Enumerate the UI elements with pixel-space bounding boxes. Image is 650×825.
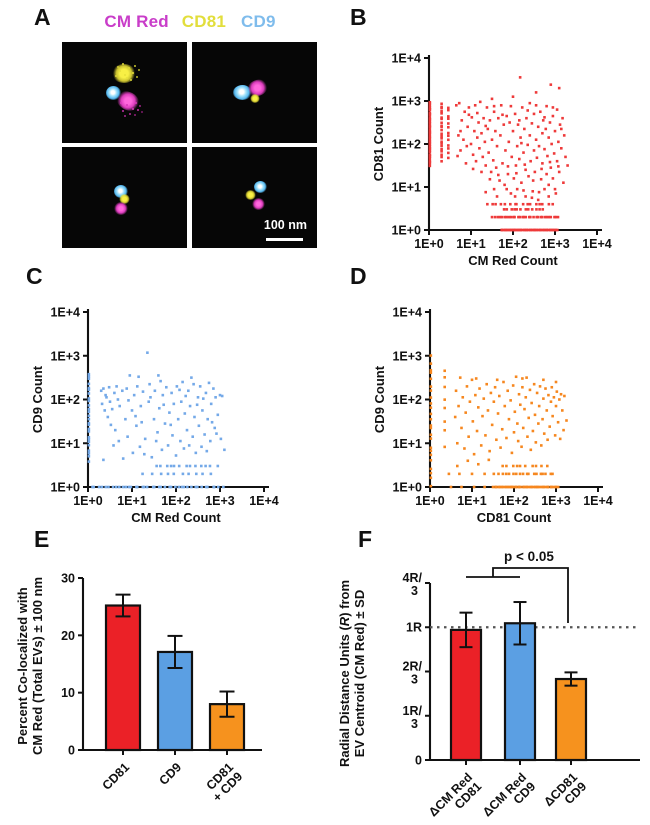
svg-text:1R: 1R bbox=[406, 621, 422, 635]
svg-text:1E+1: 1E+1 bbox=[456, 237, 486, 251]
svg-text:1R/: 1R/ bbox=[403, 704, 423, 718]
svg-text:CD9: CD9 bbox=[157, 760, 185, 788]
cm-red-signal-blob bbox=[252, 198, 265, 210]
svg-text:3: 3 bbox=[411, 672, 418, 686]
svg-text:CD81 Count: CD81 Count bbox=[371, 106, 386, 181]
svg-text:30: 30 bbox=[61, 572, 75, 586]
svg-text:CM Red Count: CM Red Count bbox=[468, 253, 558, 268]
svg-text:ΔCD81CD9: ΔCD81CD9 bbox=[541, 770, 589, 818]
svg-text:1E+4: 1E+4 bbox=[391, 52, 421, 66]
svg-text:1E+0: 1E+0 bbox=[392, 481, 422, 495]
panel-b-letter: B bbox=[350, 4, 367, 30]
svg-text:1E+2: 1E+2 bbox=[391, 138, 421, 152]
panel-e-letter: E bbox=[34, 526, 50, 552]
scatter-cd81-vs-cmred: 1E+01E+0 1E+1 1E+1 1E+2 1E+2 1E+3 1E+3 1E+4 1E+4… bbox=[371, 52, 612, 269]
svg-text:1E+3: 1E+3 bbox=[391, 95, 421, 109]
micrograph-grid: 100 nm bbox=[62, 42, 318, 250]
svg-text:1E+3: 1E+3 bbox=[541, 494, 571, 508]
svg-text:Percent Co-localized withCM Re: Percent Co-localized withCM Red (Total E… bbox=[15, 577, 45, 755]
cd81-speckles bbox=[124, 74, 126, 76]
svg-text:1E+1: 1E+1 bbox=[391, 181, 421, 195]
scalebar-label: 100 nm bbox=[263, 218, 307, 232]
panel-c-letter: C bbox=[26, 263, 43, 289]
cd81-signal-blob bbox=[112, 64, 136, 83]
svg-text:0: 0 bbox=[68, 744, 75, 758]
svg-text:1E+1: 1E+1 bbox=[117, 494, 147, 508]
legend-cd9: CD9 bbox=[241, 12, 276, 31]
svg-text:1E+2: 1E+2 bbox=[161, 494, 191, 508]
svg-text:1E+4: 1E+4 bbox=[249, 494, 279, 508]
svg-text:1E+3: 1E+3 bbox=[205, 494, 235, 508]
svg-text:1E+0: 1E+0 bbox=[414, 237, 444, 251]
svg-text:1E+0: 1E+0 bbox=[73, 494, 103, 508]
svg-text:1E+4: 1E+4 bbox=[50, 306, 80, 320]
scatter-cd9-vs-cmred: 1E+01E+0 1E+1 1E+1 1E+2 1E+2 1E+3 1E+3 1E+4 1E+4… bbox=[30, 306, 279, 526]
svg-text:1E+1: 1E+1 bbox=[50, 437, 80, 451]
legend-cd81: CD81 bbox=[181, 12, 227, 31]
svg-text:1E+0: 1E+0 bbox=[50, 481, 80, 495]
bar-percent-colocalized: 0 10 20 30 CD81 CD9 CD81+ CD9 Percent Co-locali… bbox=[15, 572, 262, 805]
ev-image-3 bbox=[62, 147, 187, 248]
panel-a-letter: A bbox=[34, 4, 51, 30]
svg-text:1E+2: 1E+2 bbox=[499, 494, 529, 508]
cd81-signal-blob bbox=[250, 94, 260, 103]
ev-image-2 bbox=[192, 42, 317, 143]
svg-text:1E+3: 1E+3 bbox=[50, 349, 80, 363]
svg-text:1E+1: 1E+1 bbox=[392, 437, 422, 451]
legend-cm-red: CM Red bbox=[104, 12, 169, 31]
svg-text:CD81 Count: CD81 Count bbox=[477, 510, 552, 525]
cd81-signal-blob bbox=[245, 190, 256, 200]
svg-text:1E+2: 1E+2 bbox=[498, 237, 528, 251]
cm-red-speckles bbox=[126, 104, 128, 106]
cd9-signal-blob bbox=[254, 181, 267, 193]
svg-text:1E+4: 1E+4 bbox=[583, 494, 613, 508]
svg-text:2R/: 2R/ bbox=[403, 659, 423, 673]
svg-text:CD81+ CD9: CD81+ CD9 bbox=[201, 760, 245, 804]
svg-text:1E+0: 1E+0 bbox=[415, 494, 445, 508]
panel-a-legend: CM Red CD81 CD9 bbox=[62, 12, 318, 32]
svg-text:1E+3: 1E+3 bbox=[540, 237, 570, 251]
svg-text:CM Red Count: CM Red Count bbox=[131, 510, 221, 525]
cm-red-signal-blob bbox=[114, 202, 128, 215]
svg-text:1E+0: 1E+0 bbox=[391, 224, 421, 238]
svg-text:3: 3 bbox=[411, 717, 418, 731]
svg-text:1E+3: 1E+3 bbox=[392, 349, 422, 363]
svg-text:1E+2: 1E+2 bbox=[392, 393, 422, 407]
svg-text:10: 10 bbox=[61, 686, 75, 700]
ev-image-1 bbox=[62, 42, 187, 143]
svg-text:ΔCM RedCD81: ΔCM RedCD81 bbox=[426, 770, 484, 825]
svg-text:20: 20 bbox=[61, 629, 75, 643]
svg-text:0: 0 bbox=[415, 754, 422, 768]
svg-text:ΔCM RedCD9: ΔCM RedCD9 bbox=[480, 770, 538, 825]
scalebar-line bbox=[266, 238, 303, 241]
svg-text:Radial Distance Units (R) from: Radial Distance Units (R) fromEV Centroi… bbox=[337, 580, 367, 767]
svg-text:CD9 Count: CD9 Count bbox=[372, 365, 387, 433]
svg-text:1E+2: 1E+2 bbox=[50, 393, 80, 407]
svg-text:4R/: 4R/ bbox=[403, 571, 423, 585]
panel-d-letter: D bbox=[350, 263, 367, 289]
scatter-cd9-vs-cd81: 1E+01E+0 1E+1 1E+1 1E+2 1E+2 1E+3 1E+3 1E+4 1E+4… bbox=[372, 306, 613, 526]
svg-text:1E+4: 1E+4 bbox=[392, 306, 422, 320]
panel-f-letter: F bbox=[358, 526, 373, 552]
svg-text:1E+4: 1E+4 bbox=[582, 237, 612, 251]
svg-text:1E+1: 1E+1 bbox=[457, 494, 487, 508]
svg-text:p < 0.05: p < 0.05 bbox=[504, 549, 554, 564]
svg-text:CD81: CD81 bbox=[100, 760, 133, 793]
cd81-signal-blob bbox=[119, 194, 130, 204]
svg-text:3: 3 bbox=[411, 584, 418, 598]
svg-text:CD9 Count: CD9 Count bbox=[30, 365, 45, 433]
ev-image-4: 100 nm bbox=[192, 147, 317, 248]
